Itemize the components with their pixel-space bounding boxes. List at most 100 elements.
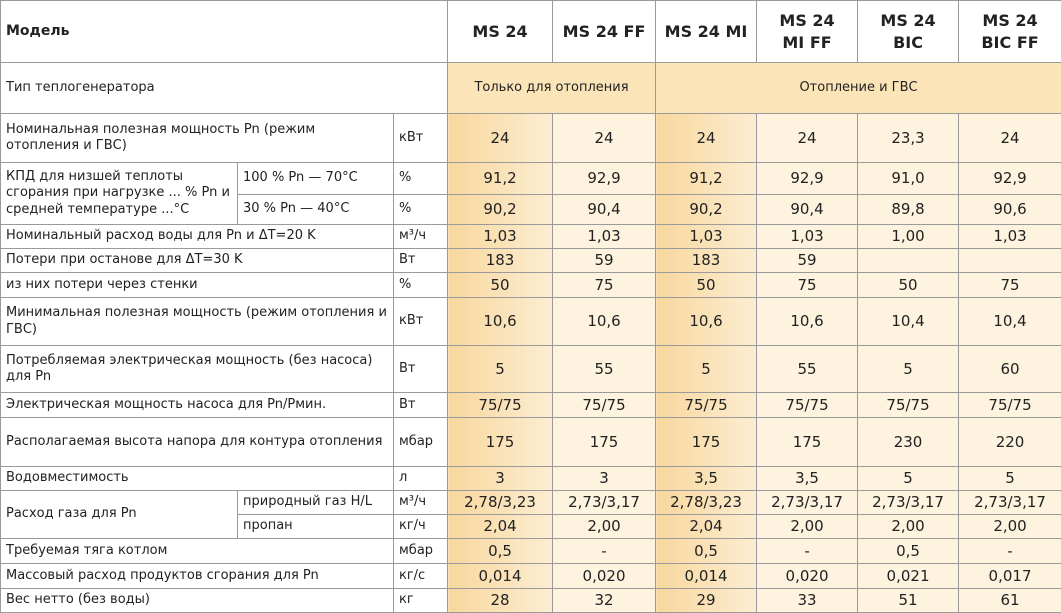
value [858,249,959,273]
sub-label: 30 % Pn — 40°C [238,195,394,225]
unit: м³/ч [394,225,448,249]
value: 75 [959,273,1061,298]
value: 183 [448,249,553,273]
value: 24 [553,114,656,163]
sub-label: 100 % Pn — 70°C [238,163,394,195]
unit: % [394,163,448,195]
value: 1,00 [858,225,959,249]
value: 75/75 [553,393,656,418]
value: 5 [858,467,959,491]
value: 2,78/3,23 [448,491,553,515]
value: 0,014 [448,564,553,589]
value: 0,021 [858,564,959,589]
value: 75/75 [858,393,959,418]
value: 75/75 [757,393,858,418]
value: - [553,539,656,564]
row-label: Номинальная полезная мощность Pn (режим … [1,114,394,163]
value: 23,3 [858,114,959,163]
value: 230 [858,418,959,467]
value: 2,00 [959,515,1061,539]
value: 3 [448,467,553,491]
value: 10,6 [757,298,858,346]
group-cell: Отопление и ГВС [656,63,1061,114]
value [959,249,1061,273]
table-row: Потребляемая электрическая мощность (без… [1,346,1061,393]
value: 2,73/3,17 [757,491,858,515]
value: 90,4 [757,195,858,225]
value: 2,00 [553,515,656,539]
value: 3,5 [757,467,858,491]
row-label: Электрическая мощность насоса для Pn/Pми… [1,393,394,418]
value: 24 [656,114,757,163]
value: 0,020 [757,564,858,589]
unit: % [394,273,448,298]
table-row: Электрическая мощность насоса для Pn/Pми… [1,393,1061,418]
value: 24 [959,114,1061,163]
row-label: Требуемая тяга котлом [1,539,394,564]
value: 220 [959,418,1061,467]
value: 175 [448,418,553,467]
row-label: Потери при останове для ΔT=30 K [1,249,394,273]
row-label: КПД для низшей теплоты сгорания при нагр… [1,163,238,225]
value: 55 [553,346,656,393]
value: 90,2 [656,195,757,225]
unit: кг/с [394,564,448,589]
header-label: Модель [1,1,448,63]
value: 5 [448,346,553,393]
row-label: Располагаемая высота напора для контура … [1,418,394,467]
sub-label: природный газ H/L [238,491,394,515]
value: 75/75 [656,393,757,418]
value: 0,5 [448,539,553,564]
value: 33 [757,589,858,613]
row-label: Водовместимость [1,467,394,491]
value: 75/75 [959,393,1061,418]
value: 92,9 [553,163,656,195]
value: 5 [959,467,1061,491]
value: 3,5 [656,467,757,491]
table-row: Минимальная полезная мощность (режим ото… [1,298,1061,346]
value: 91,2 [448,163,553,195]
unit: кг [394,589,448,613]
value: 1,03 [553,225,656,249]
value: 2,04 [448,515,553,539]
group-cell: Только для отопления [448,63,656,114]
value: 10,4 [858,298,959,346]
row-label: Массовый расход продуктов сгорания для P… [1,564,394,589]
value: 10,6 [656,298,757,346]
unit: кг/ч [394,515,448,539]
value: 28 [448,589,553,613]
unit: мбар [394,539,448,564]
unit: Вт [394,393,448,418]
row-label: Тип теплогенератора [1,63,448,114]
value: 51 [858,589,959,613]
row-label: из них потери через стенки [1,273,394,298]
model-header: MS 24 MI [656,1,757,63]
value: 0,020 [553,564,656,589]
model-header: MS 24 FF [553,1,656,63]
value: 55 [757,346,858,393]
value: 90,2 [448,195,553,225]
row-label: Вес нетто (без воды) [1,589,394,613]
table-row: Номинальный расход воды для Pn и ΔT=20 K… [1,225,1061,249]
value: 183 [656,249,757,273]
value: 2,73/3,17 [959,491,1061,515]
model-header: MS 24 [448,1,553,63]
value: 2,00 [757,515,858,539]
value: 89,8 [858,195,959,225]
table-row: Номинальная полезная мощность Pn (режим … [1,114,1061,163]
value: 24 [757,114,858,163]
model-header: MS 24 MI FF [757,1,858,63]
value: 175 [757,418,858,467]
unit: Вт [394,249,448,273]
unit: л [394,467,448,491]
value: - [757,539,858,564]
value: 1,03 [656,225,757,249]
value: 75/75 [448,393,553,418]
value: 1,03 [757,225,858,249]
